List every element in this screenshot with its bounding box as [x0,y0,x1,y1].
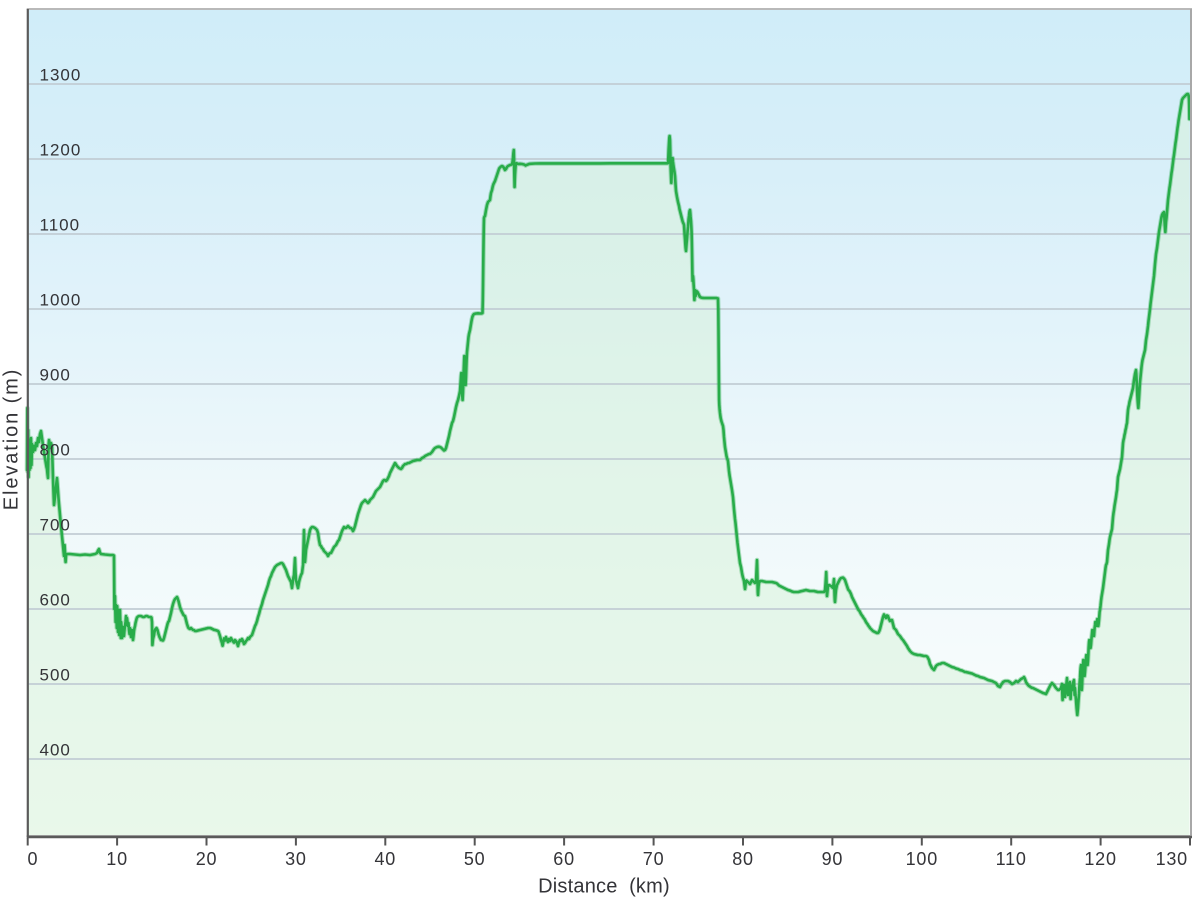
svg-text:50: 50 [464,849,486,869]
svg-text:0: 0 [28,849,39,869]
svg-text:20: 20 [196,849,218,869]
svg-text:400: 400 [40,741,71,760]
svg-text:Distance (km): Distance (km) [538,876,670,898]
svg-text:10: 10 [106,849,128,869]
svg-text:70: 70 [643,849,665,869]
svg-text:110: 110 [996,849,1027,869]
svg-text:800: 800 [40,441,71,460]
svg-text:40: 40 [374,849,396,869]
svg-text:100: 100 [906,849,938,869]
svg-text:Elevation (m): Elevation (m) [1,368,23,511]
svg-text:1000: 1000 [40,291,82,310]
svg-text:30: 30 [285,849,307,869]
svg-text:90: 90 [822,849,844,869]
svg-text:120: 120 [1084,849,1116,869]
svg-text:1300: 1300 [40,66,82,85]
svg-text:600: 600 [40,591,71,610]
svg-text:60: 60 [553,849,575,869]
svg-text:900: 900 [40,366,71,385]
svg-text:130: 130 [1156,849,1188,869]
svg-text:500: 500 [40,666,71,685]
svg-text:700: 700 [40,516,71,535]
svg-text:1200: 1200 [40,141,82,160]
svg-text:1100: 1100 [40,216,81,235]
svg-text:80: 80 [732,849,754,869]
